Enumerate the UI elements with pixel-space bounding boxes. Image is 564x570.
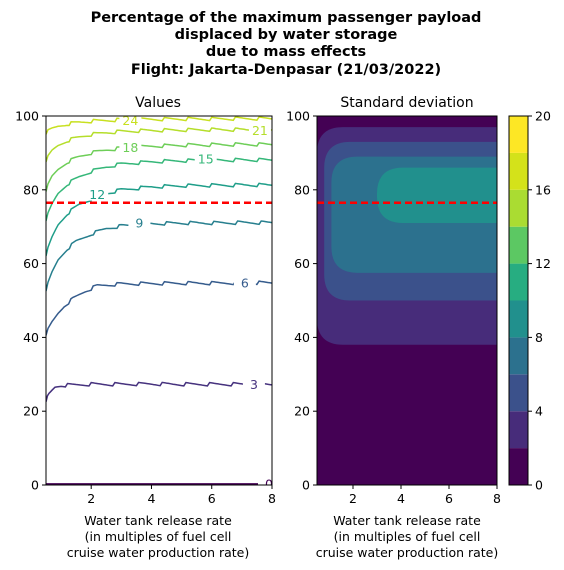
values-frame bbox=[46, 116, 272, 485]
colorbar-tick-label: 20 bbox=[535, 109, 551, 124]
colorbar-tick-label: 12 bbox=[535, 256, 551, 271]
values-xlabel-line-1: Water tank release rate bbox=[84, 513, 232, 528]
figure-title: Percentage of the maximum passenger payl… bbox=[91, 10, 482, 78]
stddev-ytick-label: 60 bbox=[294, 256, 310, 271]
stddev-region-8-10 bbox=[377, 168, 497, 223]
stddev-ytick-label: 100 bbox=[286, 109, 310, 124]
values-ytick-label: 80 bbox=[23, 182, 39, 197]
colorbar-tick-label: 8 bbox=[535, 330, 543, 345]
title-line-3: due to mass effects bbox=[206, 44, 366, 60]
contour-line-3 bbox=[46, 382, 272, 401]
stddev-xlabel: Water tank release rate (in multiples of… bbox=[316, 513, 499, 560]
title-line-2: displaced by water storage bbox=[175, 27, 398, 43]
values-ytick-label: 100 bbox=[15, 109, 39, 124]
colorbar-band-14 bbox=[509, 190, 528, 227]
stddev-xlabel-line-3: cruise water production rate) bbox=[316, 545, 499, 560]
stddev-ytick-label: 80 bbox=[294, 182, 310, 197]
stddev-ytick-label: 0 bbox=[302, 478, 310, 493]
values-xtick-label: 4 bbox=[147, 491, 155, 506]
contour-line-12 bbox=[46, 183, 272, 256]
title-line-1: Percentage of the maximum passenger payl… bbox=[91, 10, 482, 26]
values-xlabel-line-3: cruise water production rate) bbox=[67, 545, 250, 560]
stddev-xlabel-line-1: Water tank release rate bbox=[333, 513, 481, 528]
contour-label-18: 18 bbox=[122, 140, 138, 155]
stddev-xlabel-line-2: (in multiples of fuel cell bbox=[334, 529, 481, 544]
stddev-ytick-label: 20 bbox=[294, 404, 310, 419]
colorbar-tick-label: 0 bbox=[535, 478, 543, 493]
contour-label-15: 15 bbox=[198, 151, 214, 166]
contour-label-21: 21 bbox=[252, 123, 268, 138]
stddev-title: Standard deviation bbox=[340, 95, 473, 111]
colorbar-tick-label: 4 bbox=[535, 404, 543, 419]
values-xtick-label: 2 bbox=[87, 491, 95, 506]
colorbar-band-10 bbox=[509, 264, 528, 301]
colorbar-band-18 bbox=[509, 116, 528, 153]
stddev-ytick-label: 40 bbox=[294, 330, 310, 345]
colorbar-band-8 bbox=[509, 301, 528, 338]
values-xtick-label: 6 bbox=[208, 491, 216, 506]
values-xlabel-line-2: (in multiples of fuel cell bbox=[85, 529, 232, 544]
values-title: Values bbox=[135, 95, 181, 111]
colorbar: 0 4 8 12 16 20 bbox=[509, 109, 551, 493]
colorbar-band-2 bbox=[509, 411, 528, 448]
values-xlabel: Water tank release rate (in multiples of… bbox=[67, 513, 250, 560]
contour-label-9: 9 bbox=[135, 216, 143, 231]
colorbar-band-4 bbox=[509, 374, 528, 411]
values-ytick-label: 40 bbox=[23, 330, 39, 345]
contour-label-12: 12 bbox=[89, 187, 105, 202]
colorbar-band-6 bbox=[509, 337, 528, 374]
values-ytick-label: 20 bbox=[23, 404, 39, 419]
colorbar-tick-label: 16 bbox=[535, 182, 551, 197]
title-line-4: Flight: Jakarta-Denpasar (21/03/2022) bbox=[131, 62, 441, 78]
values-ytick-label: 60 bbox=[23, 256, 39, 271]
colorbar-band-0 bbox=[509, 448, 528, 485]
stddev-xtick-label: 6 bbox=[445, 491, 453, 506]
values-ytick-label: 0 bbox=[31, 478, 39, 493]
contour-label-6: 6 bbox=[241, 275, 249, 290]
stddev-xtick-label: 4 bbox=[397, 491, 405, 506]
contour-line-6 bbox=[46, 281, 272, 335]
contour-label-3: 3 bbox=[250, 377, 258, 392]
values-xtick-label: 8 bbox=[268, 491, 276, 506]
colorbar-band-16 bbox=[509, 153, 528, 190]
colorbar-band-12 bbox=[509, 227, 528, 264]
stddev-xtick-label: 2 bbox=[349, 491, 357, 506]
stddev-xtick-label: 8 bbox=[493, 491, 501, 506]
contour-label-24: 24 bbox=[122, 113, 138, 128]
contour-line-15 bbox=[46, 158, 272, 221]
